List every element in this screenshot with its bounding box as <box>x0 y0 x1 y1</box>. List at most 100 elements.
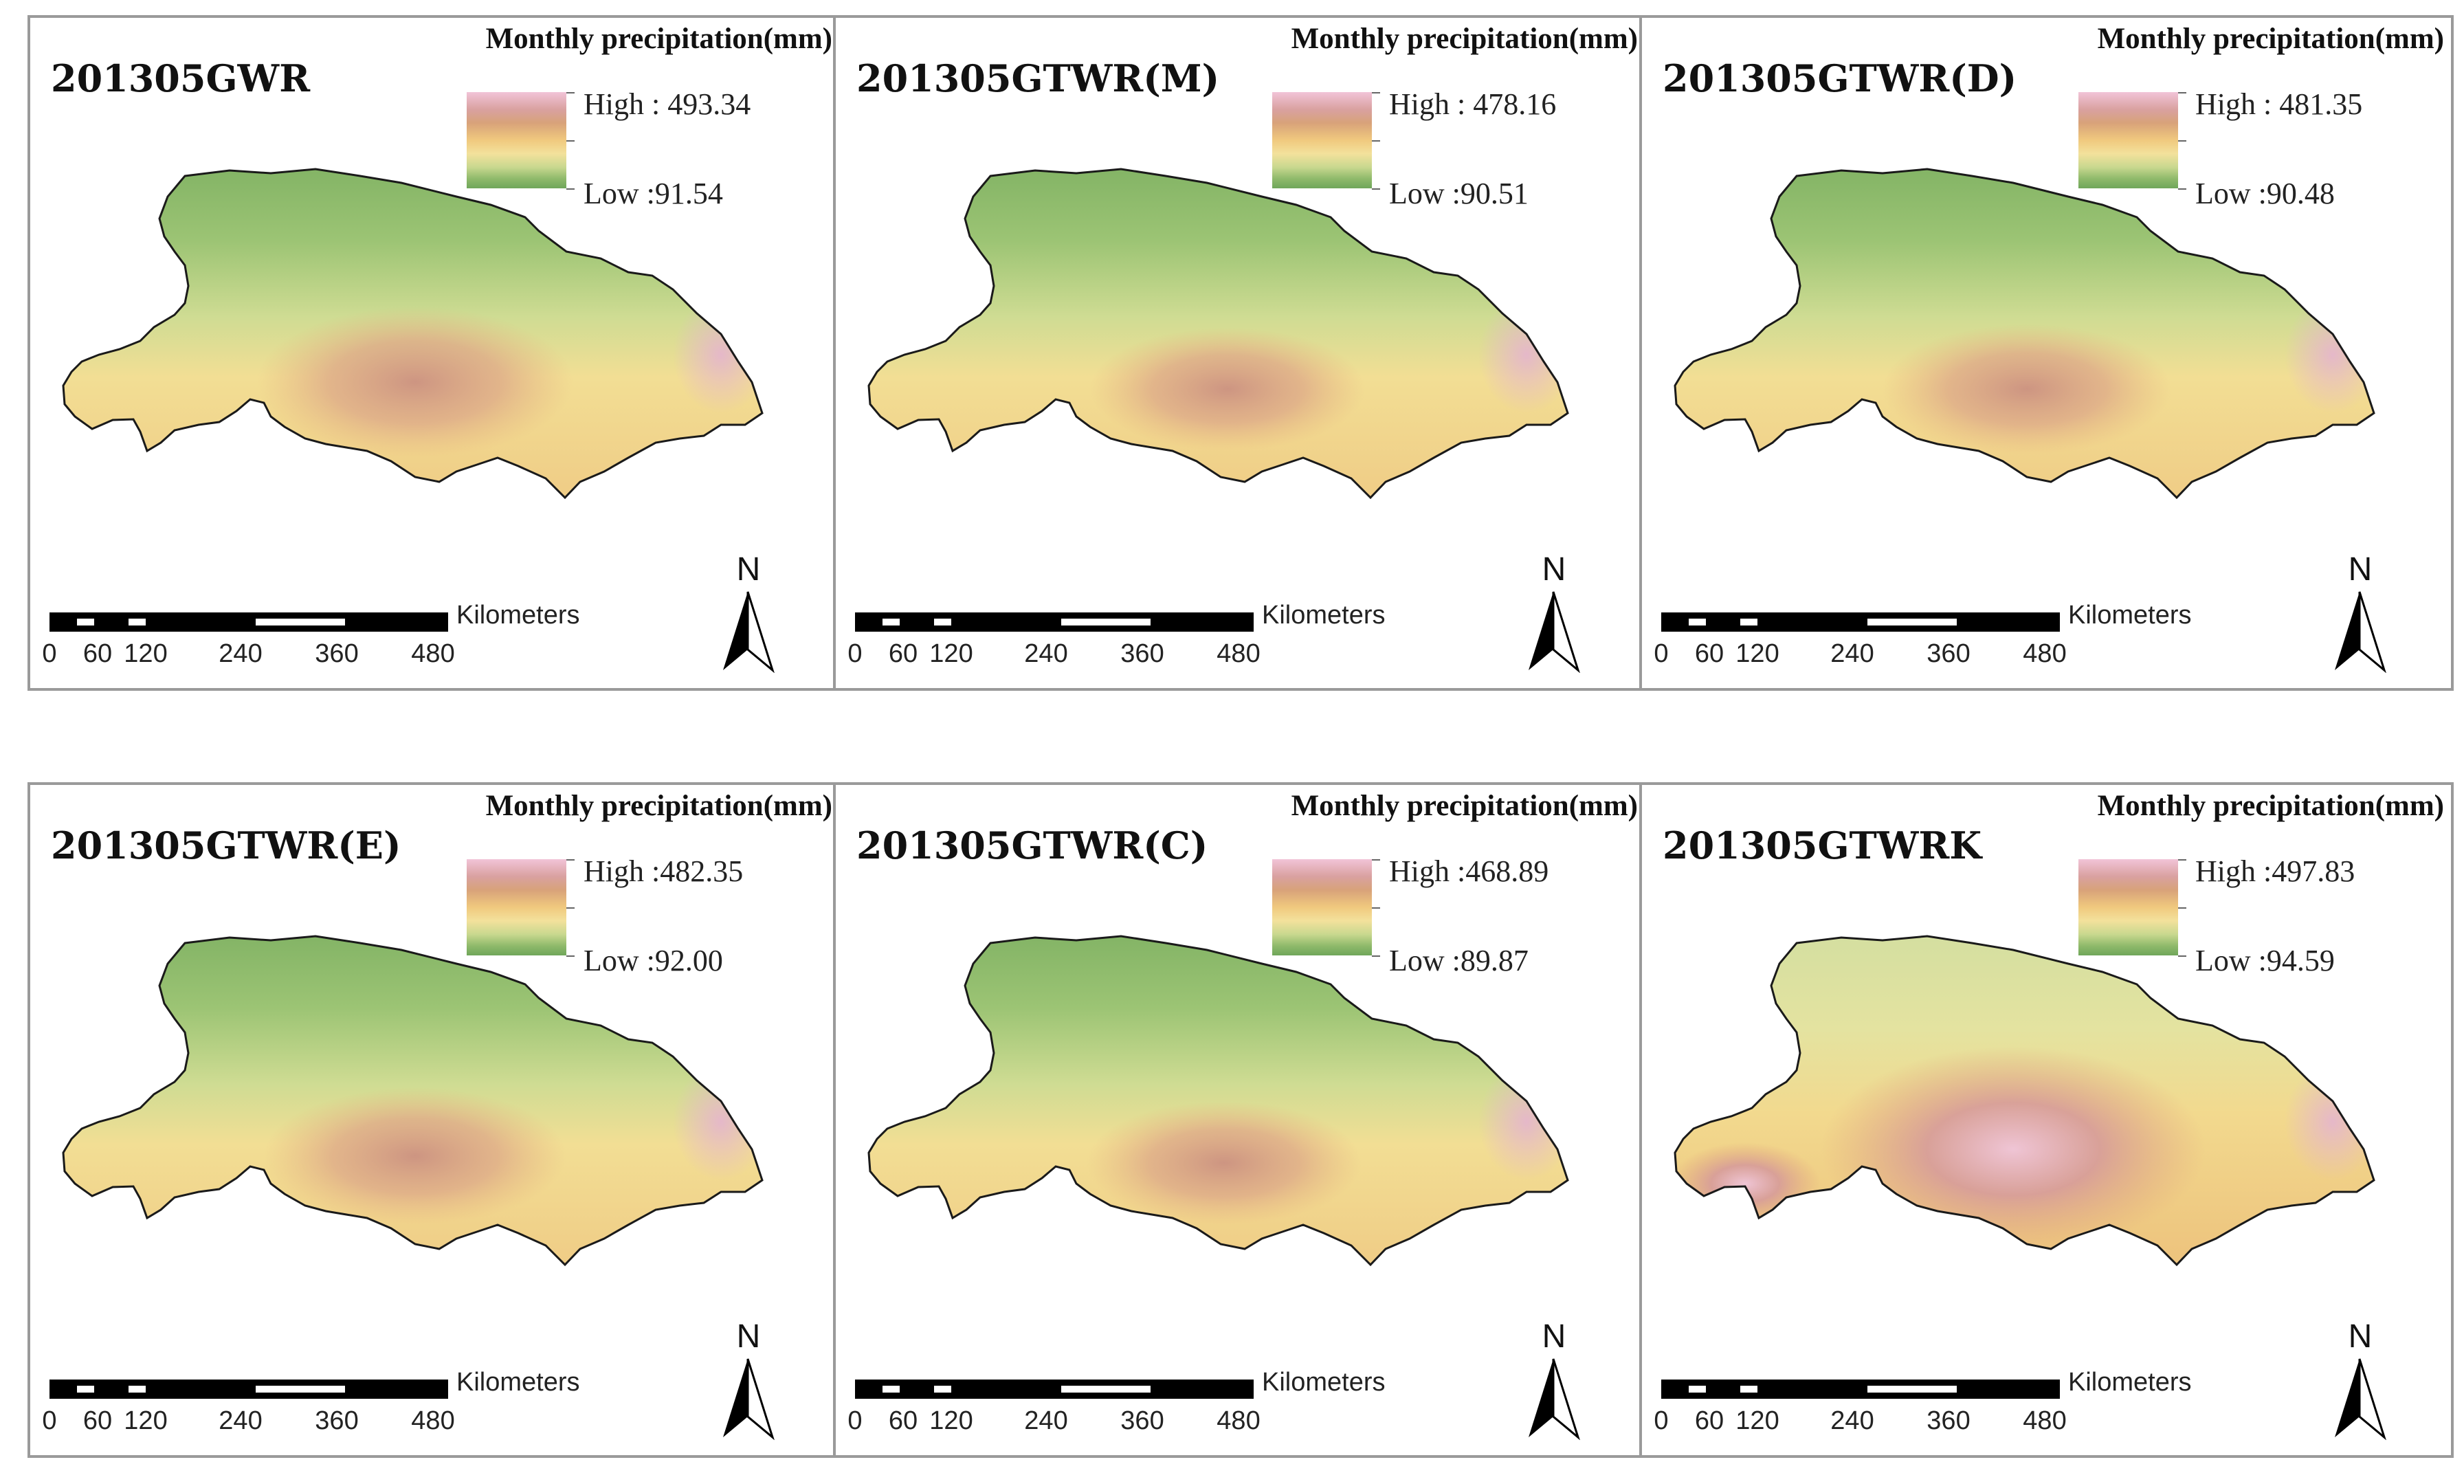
legend-color-ramp <box>1272 92 1372 188</box>
legend-color-ramp <box>467 92 566 188</box>
legend-tick <box>2178 907 2186 909</box>
high-precipitation-zone <box>1087 1101 1362 1225</box>
legend-color-ramp <box>1272 859 1372 955</box>
legend-low-label: Low :90.51 <box>1389 177 1529 210</box>
legend-tick <box>566 188 575 190</box>
scale-tick-label: 480 <box>2023 639 2067 668</box>
scale-tick-label: 480 <box>411 639 455 668</box>
panel-title: 201305GWR <box>51 56 311 100</box>
legend-high-label: High :497.83 <box>2195 854 2355 888</box>
legend-title: Monthly precipitation(mm) <box>485 790 832 822</box>
scale-tick-label: 0 <box>847 1406 863 1435</box>
scale-tick-label: 360 <box>1927 1406 1971 1435</box>
north-arrow-icon <box>2335 591 2386 673</box>
legend-tick <box>1372 140 1380 142</box>
scale-bar-segment <box>1689 619 1706 625</box>
north-arrow: N <box>2322 551 2398 681</box>
precipitation-map <box>62 935 764 1267</box>
legend-tick <box>566 907 575 909</box>
scale-unit-label: Kilometers <box>456 601 580 630</box>
scale-bar <box>855 612 1254 632</box>
legend-low-label: Low :94.59 <box>2195 944 2335 977</box>
legend-title: Monthly precipitation(mm) <box>2097 790 2444 822</box>
legend-tick <box>566 955 575 957</box>
scale-tick-label: 60 <box>1694 639 1724 668</box>
panel-title: 201305GTWR(C) <box>856 823 1208 867</box>
panel-title: 201305GTWR(M) <box>856 56 1220 100</box>
legend-tick <box>2178 188 2186 190</box>
province-boundary <box>1674 935 2375 1267</box>
scale-bar-segment <box>1689 1386 1706 1393</box>
east-high-zone <box>673 1063 762 1180</box>
southwest-high-zone <box>1675 1142 1821 1225</box>
precipitation-map <box>1674 935 2375 1267</box>
scale-bar-segment <box>129 1386 146 1393</box>
scale-tick-label: 480 <box>1217 1406 1261 1435</box>
scale-bar-segment <box>1867 619 1957 625</box>
legend-tick <box>2178 859 2186 861</box>
precipitation-map <box>867 168 1569 500</box>
scale-tick-label: 0 <box>1654 1406 1669 1435</box>
scale-unit-label: Kilometers <box>2068 601 2192 630</box>
scale-tick-label: 120 <box>1735 1406 1779 1435</box>
scale-bar <box>49 1380 448 1399</box>
north-arrow: N <box>711 551 786 681</box>
scale-tick-label: 0 <box>42 1406 57 1435</box>
scale-tick-label: 360 <box>1120 639 1164 668</box>
legend-low-label: Low :91.54 <box>584 177 723 210</box>
north-label: N <box>2348 1318 2373 1355</box>
map-panel: 201305GWR Monthly precipitation(mm) High :… <box>27 15 842 691</box>
legend-high-label: High : 478.16 <box>1389 87 1557 121</box>
scale-tick-label: 120 <box>1735 639 1779 668</box>
panel-title: 201305GTWRK <box>1663 823 1982 867</box>
scale-tick-label: 360 <box>1120 1406 1164 1435</box>
high-precipitation-zone <box>1821 1046 2206 1252</box>
scale-bar-segment <box>1061 1386 1151 1393</box>
legend-tick <box>1372 859 1380 861</box>
legend-color-ramp <box>467 859 566 955</box>
north-label: N <box>736 1318 761 1355</box>
legend-high-label: High :482.35 <box>584 854 744 888</box>
scale-tick-label: 60 <box>888 1406 918 1435</box>
province-boundary <box>867 935 1569 1267</box>
scale-tick-label: 60 <box>888 639 918 668</box>
north-arrow: N <box>2322 1318 2398 1448</box>
high-precipitation-zone <box>1883 324 2171 454</box>
scale-bar <box>1661 1380 2060 1399</box>
map-panel: 201305GTWR(D) Monthly precipitation(mm) Hi… <box>1639 15 2454 691</box>
north-arrow-icon <box>723 591 775 673</box>
legend-tick <box>1372 92 1380 93</box>
north-label: N <box>1542 551 1566 588</box>
high-precipitation-zone <box>264 1087 566 1225</box>
panel-title: 201305GTWR(E) <box>51 823 401 867</box>
legend-color-ramp <box>2078 92 2178 188</box>
scale-tick-label: 240 <box>1830 1406 1874 1435</box>
scale-bar-segment <box>1867 1386 1957 1393</box>
scale-unit-label: Kilometers <box>456 1368 580 1397</box>
high-precipitation-zone <box>1090 327 1365 451</box>
east-high-zone <box>1478 1063 1568 1180</box>
scale-tick-label: 60 <box>82 1406 113 1435</box>
north-label: N <box>1542 1318 1566 1355</box>
province-boundary <box>1674 168 2375 500</box>
scale-tick-label: 120 <box>929 1406 973 1435</box>
legend-color-ramp <box>2078 859 2178 955</box>
scale-tick-label: 0 <box>1654 639 1669 668</box>
scale-tick-label: 60 <box>1694 1406 1724 1435</box>
map-panel: 201305GTWR(M) Monthly precipitation(mm) Hi… <box>833 15 1647 691</box>
legend-tick <box>2178 140 2186 142</box>
scale-bar-segment <box>934 619 951 625</box>
scale-bar-segment <box>934 1386 951 1393</box>
province-boundary <box>867 168 1569 500</box>
east-high-zone <box>1478 296 1568 413</box>
north-arrow-icon <box>2335 1358 2386 1440</box>
province-boundary <box>62 168 764 500</box>
legend-tick <box>566 859 575 861</box>
map-panel: 201305GTWR(C) Monthly precipitation(mm) Hi… <box>833 782 1647 1458</box>
scale-tick-label: 480 <box>2023 1406 2067 1435</box>
north-label: N <box>2348 551 2373 588</box>
precipitation-map <box>62 168 764 500</box>
legend-tick <box>1372 907 1380 909</box>
legend-low-label: Low :89.87 <box>1389 944 1529 977</box>
scale-bar <box>49 612 448 632</box>
